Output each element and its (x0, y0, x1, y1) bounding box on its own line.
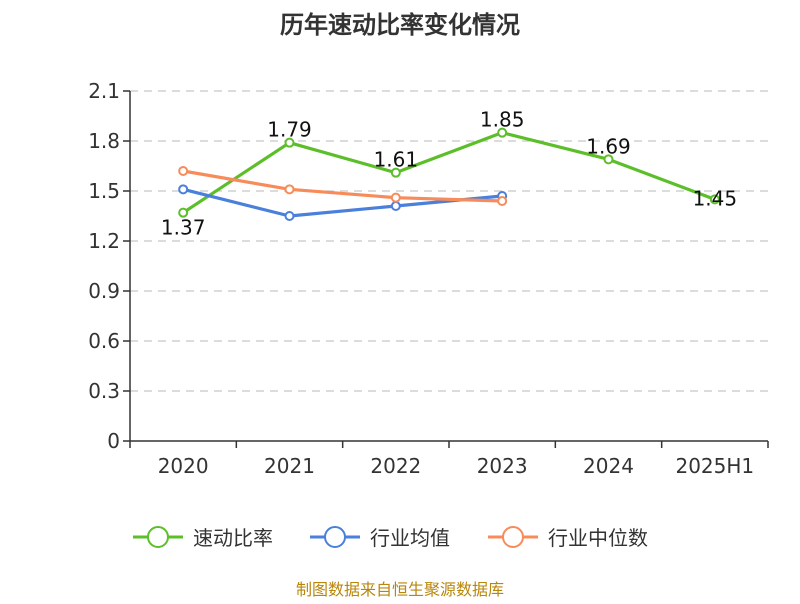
legend-label-3: 行业中位数 (548, 526, 648, 550)
series-point-1 (390, 167, 401, 178)
y-tick-label: 0.3 (88, 379, 120, 403)
y-tick-label: 0 (107, 429, 120, 453)
legend-marker-1 (147, 526, 169, 548)
series-layer (178, 127, 720, 221)
data-label-layer: 1.37 1.79 1.61 1.85 1.69 1.45 (161, 108, 737, 240)
series-point-1 (497, 127, 508, 138)
series-line-1 (181, 131, 717, 215)
chart-title: 历年速动比率变化情况 (280, 11, 520, 39)
y-tick-label: 0.6 (88, 329, 120, 353)
series-point-1 (284, 137, 295, 148)
axis-layer: 0 0.3 0.6 0.9 1.2 1.5 1.8 2.1 2020 2021 2022 2023 20… (88, 79, 769, 478)
x-tick-label: 2023 (477, 454, 528, 478)
source-note: 制图数据来自恒生聚源数据库 (296, 580, 504, 599)
data-label: 1.37 (161, 216, 206, 240)
series-point-1 (603, 154, 614, 165)
legend: 速动比率 行业均值 行业中位数 (133, 526, 648, 550)
x-tick-label: 2020 (158, 454, 209, 478)
x-tick-label: 2022 (370, 454, 421, 478)
series-point-1 (709, 194, 720, 205)
x-tick-label: 2021 (264, 454, 315, 478)
series-point-3 (390, 192, 401, 203)
legend-marker-3 (502, 526, 524, 548)
series-point-2 (390, 201, 401, 211)
x-tick-label: 2024 (583, 454, 634, 478)
data-label: 1.85 (480, 108, 525, 132)
data-label: 1.79 (267, 118, 312, 142)
data-label: 1.61 (374, 148, 419, 172)
data-label: 1.69 (586, 134, 631, 158)
series-point-2 (284, 211, 295, 221)
x-tick-label: 2025H1 (675, 454, 754, 478)
series-point-3 (178, 166, 189, 176)
data-label: 1.45 (693, 186, 738, 210)
legend-label-2: 行业均值 (370, 526, 450, 550)
y-tick-label: 2.1 (88, 79, 120, 103)
series-point-3 (284, 184, 295, 195)
y-tick-label: 1.8 (88, 129, 120, 153)
legend-label-1: 速动比率 (193, 526, 273, 550)
series-line-2 (181, 187, 504, 218)
legend-marker-2 (324, 526, 346, 548)
y-tick-label: 1.5 (88, 179, 120, 203)
series-point-1 (178, 207, 189, 218)
series-point-2 (178, 184, 189, 195)
y-tick-label: 1.2 (88, 229, 120, 253)
series-point-3 (497, 196, 508, 206)
grid-layer (130, 90, 768, 392)
series-line-3 (181, 169, 504, 203)
y-tick-label: 0.9 (88, 279, 120, 303)
